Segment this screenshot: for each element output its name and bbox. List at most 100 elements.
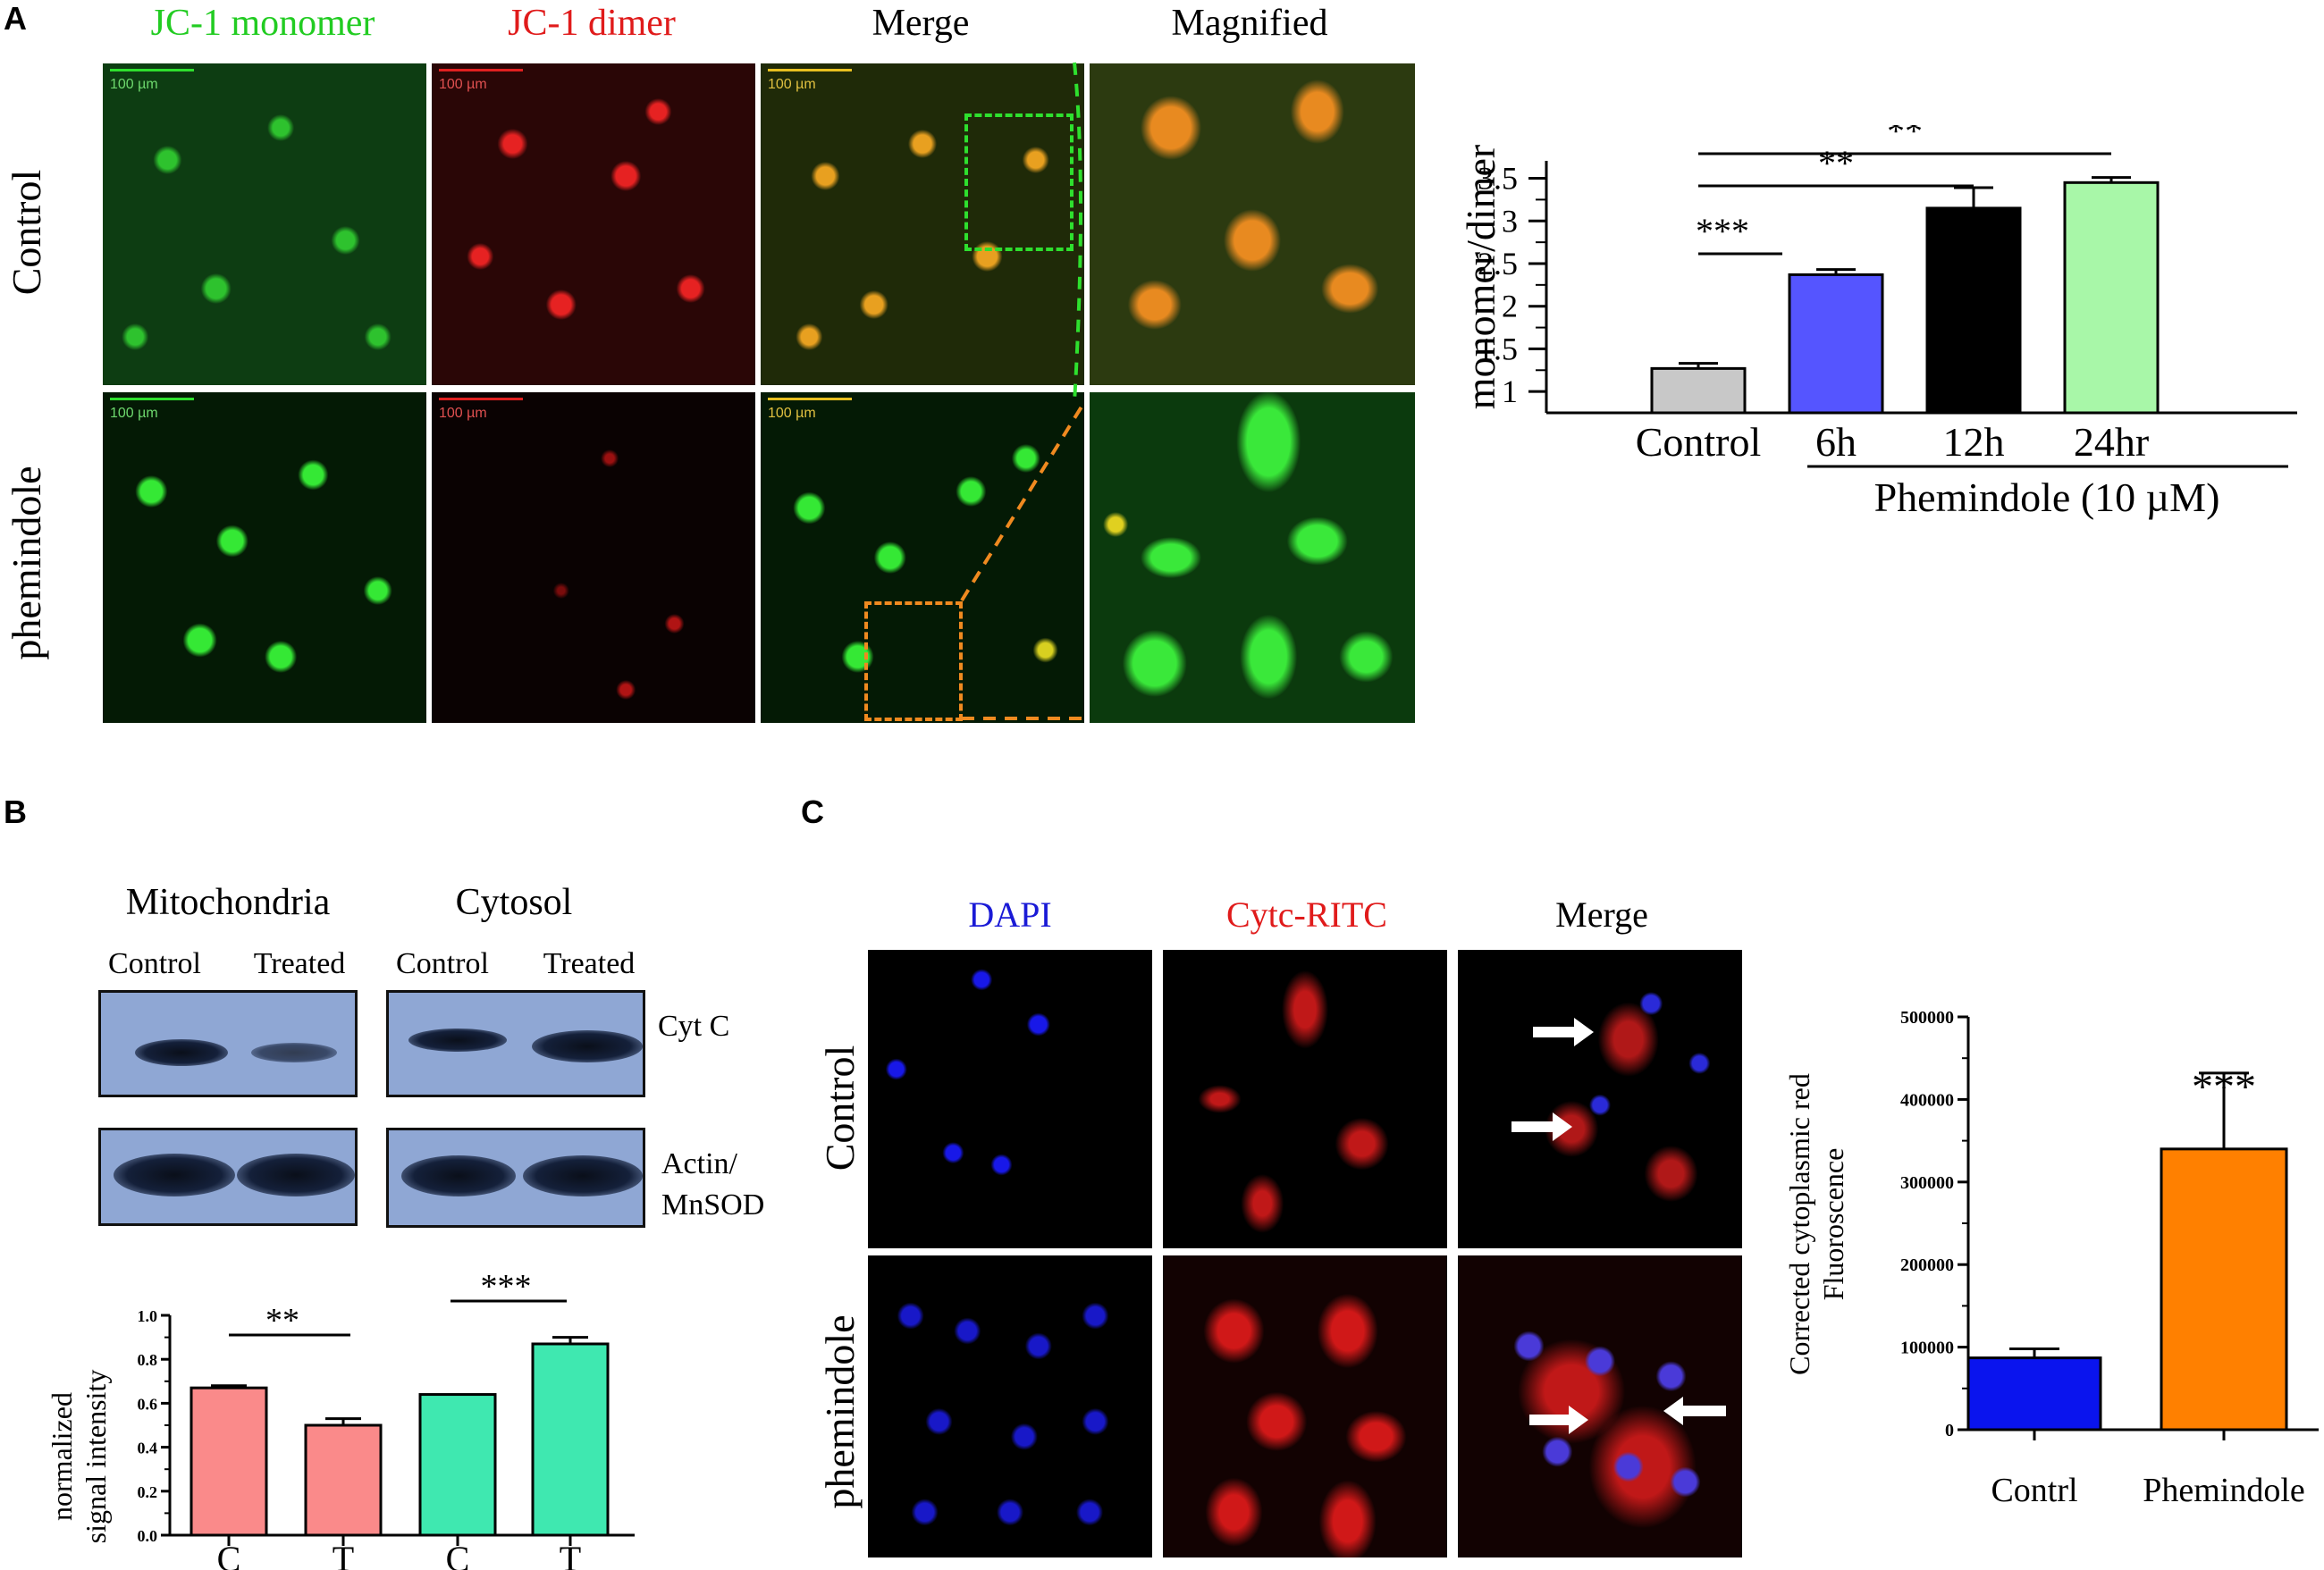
header-mitochondria: Mitochondria [125,882,331,923]
x-tick-label: 6h [1815,419,1857,465]
y-axis-label: normalized [46,1392,78,1521]
bar-1 [2160,1147,2288,1431]
chart-a-group: 1 1.5 2 2.5 3 3.5 Control 6h 12h 24hr monomer/dime… [1466,125,2297,520]
x-tick-label: Contrl [1991,1472,2077,1509]
scale-label: 100 µm [110,77,158,92]
y-tick-label: 1.5 [1478,331,1518,366]
scale-label: 100 µm [439,406,487,421]
y-tick-label: 1 [1502,374,1518,409]
panel-letter-c: C [801,793,824,830]
zoom-box-phemindole [864,601,963,721]
micrograph-control-merge: 100 µm [758,61,1087,388]
lane-label-mito-treated: Treated [253,947,346,980]
x-tick-label: T [560,1539,581,1570]
row-title-phemindole-a: phemindole [4,466,49,660]
significance-label-2: ** [1887,125,1923,151]
bar-2 [1925,206,2022,415]
col-title-merge-c: Merge [1555,894,1648,935]
significance-label: *** [2192,1063,2256,1111]
chart-a: 1 1.5 2 2.5 3 3.5 Control 6h 12h 24hr monomer/dime… [1466,125,2297,520]
bar-1 [304,1423,383,1537]
y-axis-label: Fluoroscence [1817,1148,1849,1301]
lane-label-mito-control: Control [108,947,201,980]
chart-c: 0 100000 200000 300000 400000 500000 Contrl Phe… [1783,1008,2319,1509]
blot-label-cytc: Cyt C [658,1010,730,1043]
col-title-jc1-monomer: JC-1 monomer [150,3,375,44]
micrograph-phemindole-dapi [865,1253,1155,1560]
col-title-merge: Merge [872,3,970,44]
y-tick-label: 200000 [1900,1255,1954,1275]
x-tick-label: C [217,1539,241,1570]
micrograph-phemindole-monomer: 100 µm [100,390,429,726]
x-tick-label: T [333,1539,354,1570]
micrograph-control-merge-c [1455,947,1745,1251]
y-axis-label: monomer/dimer [1466,145,1503,409]
y-tick-label: 1.0 [138,1307,158,1325]
y-tick-label: 0.4 [138,1440,158,1457]
y-tick-label: 400000 [1900,1090,1954,1110]
zoom-connectors [960,62,1085,720]
bar-3 [531,1342,610,1537]
y-tick-label: 0.2 [138,1483,158,1501]
x-tick-label: 24hr [2074,419,2149,465]
x-tick-label: Control [1636,419,1762,465]
bar-0 [1650,366,1747,415]
y-tick-label: 0.8 [138,1351,158,1369]
col-title-jc1-dimer: JC-1 dimer [508,3,676,44]
micrograph-control-cytc [1160,947,1450,1251]
bar-3 [2063,181,2160,415]
micrograph-phemindole-merge: 100 µm [758,390,1087,726]
micrograph-control-dapi [865,947,1155,1251]
y-tick-label: 0 [1945,1421,1954,1440]
col-title-magnified: Magnified [1171,3,1328,44]
x-tick-label: 12h [1943,419,2005,465]
y-tick-label: 500000 [1900,1008,1954,1028]
bar-2 [418,1393,497,1537]
micrograph-control-dimer: 100 µm [429,61,758,388]
y-tick-label: 3 [1502,203,1518,239]
blot-mnsod-cyto [386,1128,645,1228]
x-tick-label: C [446,1539,470,1570]
chart-b: 0.00.20.40.60.81.0CTCTmitocyto*****norma… [46,1268,635,1570]
arrows-control [1511,1018,1594,1141]
y-axis-label: Corrected cytoplasmic red [1783,1073,1815,1375]
significance-label-1: *** [481,1268,532,1306]
y-tick-label: 100000 [1900,1339,1954,1358]
row-title-control-a: Control [4,169,49,296]
y-tick-label: 0.0 [138,1527,158,1545]
y-tick-label: 2 [1502,289,1518,324]
row-title-phemindole-c: phemindole [817,1314,863,1509]
lane-label-cyto-control: Control [396,947,489,980]
y-tick-label: 300000 [1900,1173,1954,1193]
scale-label: 100 µm [439,77,487,92]
y-tick-label: 3.5 [1478,161,1518,197]
col-title-dapi: DAPI [968,894,1052,935]
blot-cytc-mito [98,990,358,1097]
lane-label-cyto-treated: Treated [543,947,636,980]
scale-label: 100 µm [768,406,816,421]
blot-label-actin: Actin/ [661,1147,737,1180]
significance-label-0: ** [265,1302,299,1339]
micrograph-control-monomer: 100 µm [100,61,429,388]
micrograph-phemindole-magnified [1087,390,1418,726]
y-tick-label: 0.6 [138,1395,158,1413]
col-title-cytc-ritc: Cytc-RITC [1226,894,1387,935]
scale-label: 100 µm [110,406,158,421]
micrograph-control-magnified [1087,61,1418,388]
bar-0 [189,1386,268,1537]
scale-label: 100 µm [768,77,816,92]
significance-label-0: *** [1696,211,1749,251]
group-label: Phemindole (10 µM) [1874,474,2220,520]
blot-cytc-cyto [386,990,645,1097]
arrows-phemindole [1529,1397,1726,1434]
blot-actin-mito [98,1128,358,1226]
header-cytosol: Cytosol [455,882,573,923]
y-tick-label: 2.5 [1478,246,1518,281]
bar-0 [1966,1356,2102,1431]
panel-letter-a: A [4,0,27,37]
micrograph-phemindole-merge-c [1455,1253,1745,1560]
bar-1 [1788,273,1884,415]
zoom-box-control [964,113,1074,251]
micrograph-phemindole-dimer: 100 µm [429,390,758,726]
y-axis-label: signal intensity [80,1370,112,1544]
